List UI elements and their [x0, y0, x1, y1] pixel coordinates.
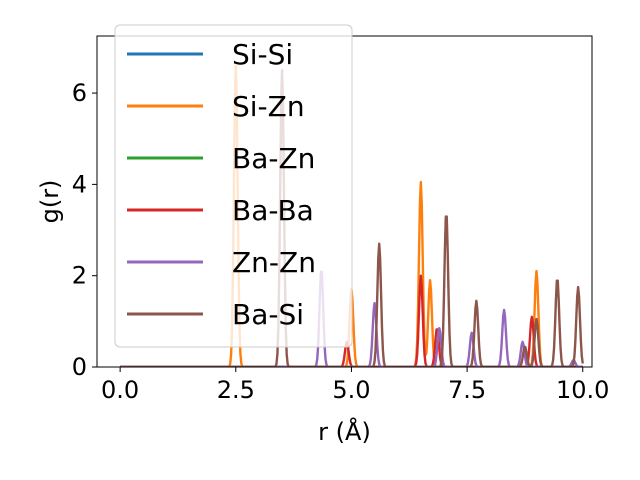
legend-label-ba-zn: Ba-Zn: [232, 142, 315, 175]
x-tick-label: 0.0: [101, 376, 139, 404]
axes: 0.0 2.5 5.0 7.5 10.0 0 2 4 6 r (Å) g(r): [36, 35, 609, 446]
y-tick-label: 4: [72, 170, 87, 198]
legend-label-zn-zn: Zn-Zn: [232, 246, 316, 279]
x-tick-label: 2.5: [217, 376, 255, 404]
x-tick-label: 5.0: [332, 376, 370, 404]
y-axis-label: g(r): [36, 180, 64, 224]
legend-label-si-zn: Si-Zn: [232, 90, 305, 123]
legend-label-ba-si: Ba-Si: [232, 298, 304, 331]
x-tick-label: 7.5: [448, 376, 486, 404]
y-tick-label: 2: [72, 262, 87, 290]
y-tick-label: 6: [72, 79, 87, 107]
legend: Si-Si Si-Zn Ba-Zn Ba-Ba Zn-Zn Ba-Si: [114, 24, 353, 348]
y-tick-label: 0: [72, 353, 87, 381]
legend-label-ba-ba: Ba-Ba: [232, 194, 314, 227]
legend-label-si-si: Si-Si: [232, 38, 293, 71]
x-axis-label: r (Å): [318, 417, 371, 446]
series-line-zn-zn: [119, 270, 584, 367]
x-tick-label: 10.0: [556, 376, 609, 404]
